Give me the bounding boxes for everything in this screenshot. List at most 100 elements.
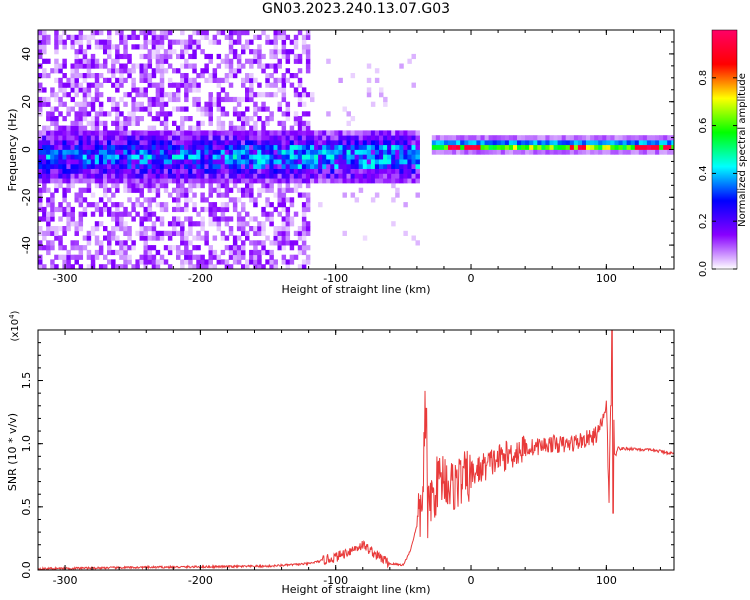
spectrogram-cell [297, 230, 303, 236]
spectrogram-cell [139, 159, 144, 165]
spectrogram-cell [305, 130, 311, 136]
spectrogram-cell [305, 202, 311, 208]
spectrogram-cell [167, 245, 173, 251]
spectrogram-cell [131, 202, 136, 208]
spectrogram-cell [192, 221, 197, 227]
spectrogram-cell [370, 101, 376, 107]
spectrogram-cell [208, 211, 213, 217]
spectrogram-cell [58, 206, 63, 213]
spectrogram-cell [318, 202, 323, 208]
spectrogram-cell [139, 53, 144, 60]
spectrogram-cell [277, 63, 282, 69]
spectrogram-cell [62, 226, 67, 232]
spectrogram-cell [192, 149, 197, 155]
spectrogram-cell [139, 106, 144, 112]
spectrogram-cell [314, 139, 319, 146]
spectrogram-cell [70, 82, 75, 88]
spectrogram-cell [147, 96, 153, 103]
spectrogram-cell [58, 202, 63, 208]
spectrogram-cell [525, 149, 530, 155]
spectrogram-cell [127, 197, 132, 203]
spectrogram-cell [269, 49, 274, 55]
spectrogram-cell [407, 168, 412, 174]
spectrogram-cell [151, 173, 157, 179]
spectrogram-cell [86, 240, 92, 246]
spectrogram-cell [127, 53, 132, 60]
spectrogram-cell [245, 230, 250, 236]
spectrogram-cell [362, 139, 368, 146]
spectrogram-cell [54, 39, 59, 45]
spectrogram-cell [285, 149, 291, 155]
spectrogram-cell [411, 163, 416, 169]
spectrogram-cell [54, 135, 59, 141]
spectrogram-cell [354, 135, 360, 141]
spectrogram-cell [163, 116, 169, 122]
spectrogram-cell [261, 264, 266, 269]
spectrogram-cell [614, 135, 619, 141]
spectrogram-cell [111, 202, 116, 208]
spectrogram-cell [350, 178, 356, 184]
spectrogram-cell [42, 34, 47, 40]
spectrogram-cell [151, 259, 157, 265]
snr-y-axis: 0.00.51.01.5 [20, 342, 674, 579]
spectrogram-cell [366, 159, 372, 165]
spectrogram-cell [399, 159, 404, 165]
spectrogram-cell [241, 192, 246, 198]
spectrogram-cell [285, 53, 291, 60]
spectrogram-cell [281, 168, 287, 174]
spectrogram-cell [139, 135, 144, 141]
spectrogram-cell [362, 235, 368, 241]
spectrogram-cell [46, 178, 51, 184]
spectrogram-cell [184, 49, 189, 55]
spectrogram-cell [115, 221, 120, 227]
spectrogram-cell [184, 216, 189, 222]
spectrogram-cell [46, 111, 51, 117]
spectrogram-cell [115, 111, 120, 117]
spectrogram-cell [216, 63, 222, 69]
spectrogram-cell [115, 120, 120, 126]
spectrogram-cell [334, 139, 339, 146]
spectrogram-cell [62, 58, 67, 64]
spectrogram-cell [38, 202, 43, 208]
spectrogram-cell [127, 34, 132, 40]
spectrogram-cell [370, 168, 376, 174]
spectrogram-cell [277, 159, 282, 165]
spectrogram-cell [261, 68, 266, 74]
spectrogram-cell [123, 254, 128, 260]
spectrogram-cell [42, 163, 47, 169]
spectrogram-cell [301, 39, 307, 45]
spectrogram-cell [90, 135, 96, 141]
spectrogram-cell [330, 154, 335, 160]
spectrogram-cell [167, 149, 173, 155]
spectrogram-cell [135, 211, 140, 217]
spectrogram-cell [395, 163, 400, 169]
spectrogram-cell [508, 135, 514, 141]
spectrogram-cell [265, 144, 270, 150]
spectrogram-cell [310, 178, 315, 184]
spectrogram-cell [38, 139, 43, 146]
spectrogram-cell [285, 135, 291, 141]
spectrogram-cell [232, 111, 238, 117]
spectrogram-cell [448, 135, 453, 141]
spectrogram-cell [212, 73, 218, 79]
spectrogram-cell [155, 49, 161, 55]
spectrogram-cell [265, 63, 270, 69]
spectrogram-cell [383, 149, 388, 155]
spectrogram-cell [159, 139, 165, 146]
spectrogram-cell [241, 245, 246, 251]
spectrogram-cell [123, 116, 128, 122]
spectrogram-cell [488, 149, 494, 155]
spectrogram-cell [176, 96, 181, 103]
spectrogram-cell [557, 135, 563, 141]
spectrogram-cell [310, 163, 315, 169]
spectrogram-cell [305, 226, 311, 232]
spectrogram-cell [334, 163, 339, 169]
spectrogram-cell [435, 144, 441, 150]
spectrogram-cell [42, 235, 47, 241]
spectrogram-cell [196, 101, 201, 107]
spectrogram-cell [163, 206, 169, 213]
spectrogram-cell [301, 221, 307, 227]
spectrogram-cell [565, 135, 571, 141]
spectrogram-cell [281, 144, 287, 150]
spectrogram-cell [172, 245, 177, 251]
